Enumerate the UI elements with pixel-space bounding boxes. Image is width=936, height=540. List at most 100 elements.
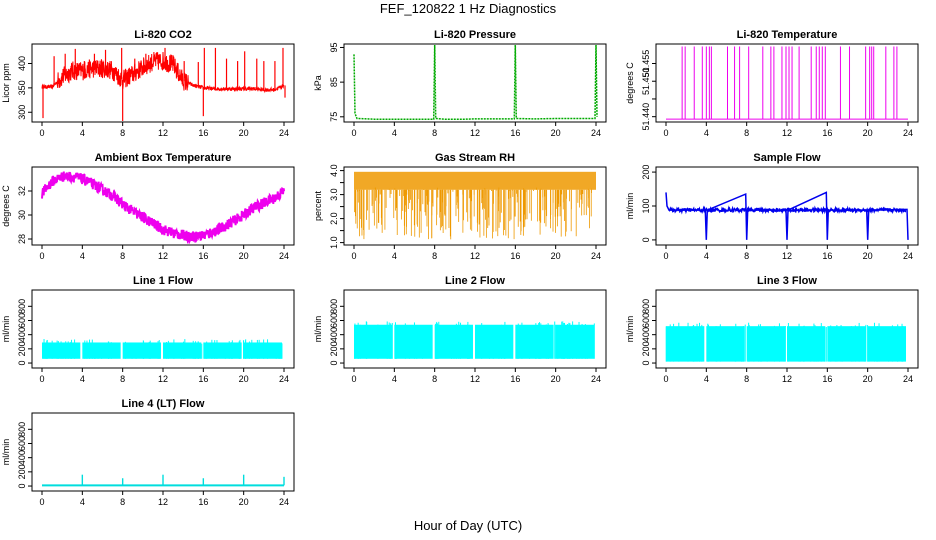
panel-title: Li-820 Temperature	[737, 29, 838, 41]
co2-line	[41, 51, 285, 94]
x-tick-label: 0	[39, 497, 44, 507]
panel-8: Line 2 Flow ml/min 0 4 8 12 16 20 24 0 20040060080…	[313, 275, 607, 384]
x-tick-label: 24	[903, 374, 913, 384]
y-tick-label: 1.0	[329, 236, 339, 249]
y-axis-label: degrees C	[625, 62, 635, 104]
y-axis-label: ml/min	[1, 316, 11, 343]
y-axis-label: kPa	[313, 75, 323, 91]
y-tick-label: 400	[329, 327, 339, 342]
plot-frame	[655, 43, 919, 123]
y-tick-label: 400	[17, 56, 27, 71]
y-axis-label: ml/min	[1, 439, 11, 466]
y-tick-label: 200	[17, 464, 27, 479]
data-series	[354, 171, 596, 240]
x-tick-label: 12	[470, 374, 480, 384]
data-series	[665, 322, 906, 362]
x-tick-label: 24	[279, 128, 289, 138]
y-axis-label: ml/min	[625, 316, 635, 343]
y-tick-label: 3.0	[329, 188, 339, 201]
y-tick-label: 0	[641, 237, 651, 242]
y-tick-label: 800	[17, 299, 27, 314]
x-tick-label: 8	[744, 251, 749, 261]
x-tick-label: 4	[80, 497, 85, 507]
x-tick-label: 12	[158, 497, 168, 507]
x-tick-label: 24	[279, 251, 289, 261]
flow-band	[122, 342, 161, 359]
panel-title: Line 3 Flow	[757, 275, 817, 287]
x-axis-label: Hour of Day (UTC)	[413, 518, 523, 533]
flow-band	[475, 324, 514, 359]
flow-band	[203, 342, 242, 359]
x-tick-label: 16	[822, 251, 832, 261]
x-tick-label: 12	[470, 251, 480, 261]
panel-title: Li-820 CO2	[134, 29, 191, 41]
x-tick-label: 0	[39, 374, 44, 384]
y-tick-label: 30	[17, 210, 27, 220]
x-tick-label: 12	[158, 374, 168, 384]
y-tick-label: 600	[329, 313, 339, 328]
panel-3: Li-820 Temperature degrees C 0 4 8 12 16 20 24 51…	[625, 29, 919, 138]
x-tick-label: 24	[279, 374, 289, 384]
panel-4: Ambient Box Temperature degrees C 0 4 8 12 16 2…	[1, 152, 295, 261]
panel-title: Line 1 Flow	[133, 275, 193, 287]
x-tick-label: 4	[392, 128, 397, 138]
x-tick-label: 4	[704, 128, 709, 138]
x-tick-label: 20	[551, 128, 561, 138]
x-tick-label: 12	[158, 251, 168, 261]
y-tick-label: 350	[17, 80, 27, 95]
x-tick-label: 16	[198, 374, 208, 384]
x-tick-label: 8	[744, 374, 749, 384]
y-tick-label: 800	[17, 422, 27, 437]
x-tick-label: 8	[432, 374, 437, 384]
panel-title: Line 2 Flow	[445, 275, 505, 287]
x-tick-label: 20	[239, 128, 249, 138]
flow-band	[787, 326, 826, 362]
x-tick-label: 16	[198, 251, 208, 261]
x-tick-label: 0	[351, 374, 356, 384]
flow-band	[666, 326, 705, 362]
flow-band	[706, 326, 745, 362]
y-axis-label: percent	[313, 190, 323, 221]
y-tick-label: 4.0	[329, 164, 339, 177]
y-tick-label: 51.440	[641, 103, 651, 131]
panel-6: Sample Flow ml/min 0 4 8 12 16 20 24 0 100 200	[625, 152, 919, 261]
panel-title: Ambient Box Temperature	[95, 152, 232, 164]
panel-5: Gas Stream RH percent 0 4 8 12 16 20 24 1.0 2.0 3.0…	[313, 152, 607, 261]
x-tick-label: 16	[198, 128, 208, 138]
x-tick-label: 16	[198, 497, 208, 507]
sample-flow-noise	[668, 205, 907, 215]
x-tick-label: 20	[863, 251, 873, 261]
y-tick-label: 200	[329, 341, 339, 356]
x-tick-label: 8	[120, 251, 125, 261]
flow-band	[827, 326, 866, 362]
y-tick-label: 400	[641, 327, 651, 342]
y-tick-label: 0	[329, 361, 339, 366]
x-tick-label: 4	[392, 251, 397, 261]
x-tick-label: 20	[239, 251, 249, 261]
x-tick-label: 8	[120, 128, 125, 138]
y-axis-label: ml/min	[625, 193, 635, 220]
x-tick-label: 20	[551, 251, 561, 261]
x-tick-label: 12	[782, 251, 792, 261]
panel-title: Sample Flow	[753, 152, 821, 164]
x-tick-label: 24	[903, 128, 913, 138]
x-tick-label: 0	[39, 128, 44, 138]
x-tick-label: 12	[470, 128, 480, 138]
x-tick-label: 24	[591, 128, 601, 138]
y-tick-label: 200	[641, 165, 651, 180]
sample-flow-line	[665, 191, 909, 240]
y-tick-label: 200	[17, 341, 27, 356]
flow-band	[867, 326, 906, 362]
panel-7: Line 1 Flow ml/min 0 4 8 12 16 20 24 0 20040060080…	[1, 275, 295, 384]
y-tick-label: 600	[17, 313, 27, 328]
ambient-temp-line	[41, 171, 285, 244]
x-tick-label: 8	[432, 128, 437, 138]
x-tick-label: 24	[279, 497, 289, 507]
flow-band	[243, 342, 282, 359]
x-tick-label: 24	[591, 374, 601, 384]
x-tick-label: 16	[822, 374, 832, 384]
y-tick-label: 0	[17, 361, 27, 366]
x-tick-label: 16	[510, 128, 520, 138]
data-series	[41, 171, 285, 244]
